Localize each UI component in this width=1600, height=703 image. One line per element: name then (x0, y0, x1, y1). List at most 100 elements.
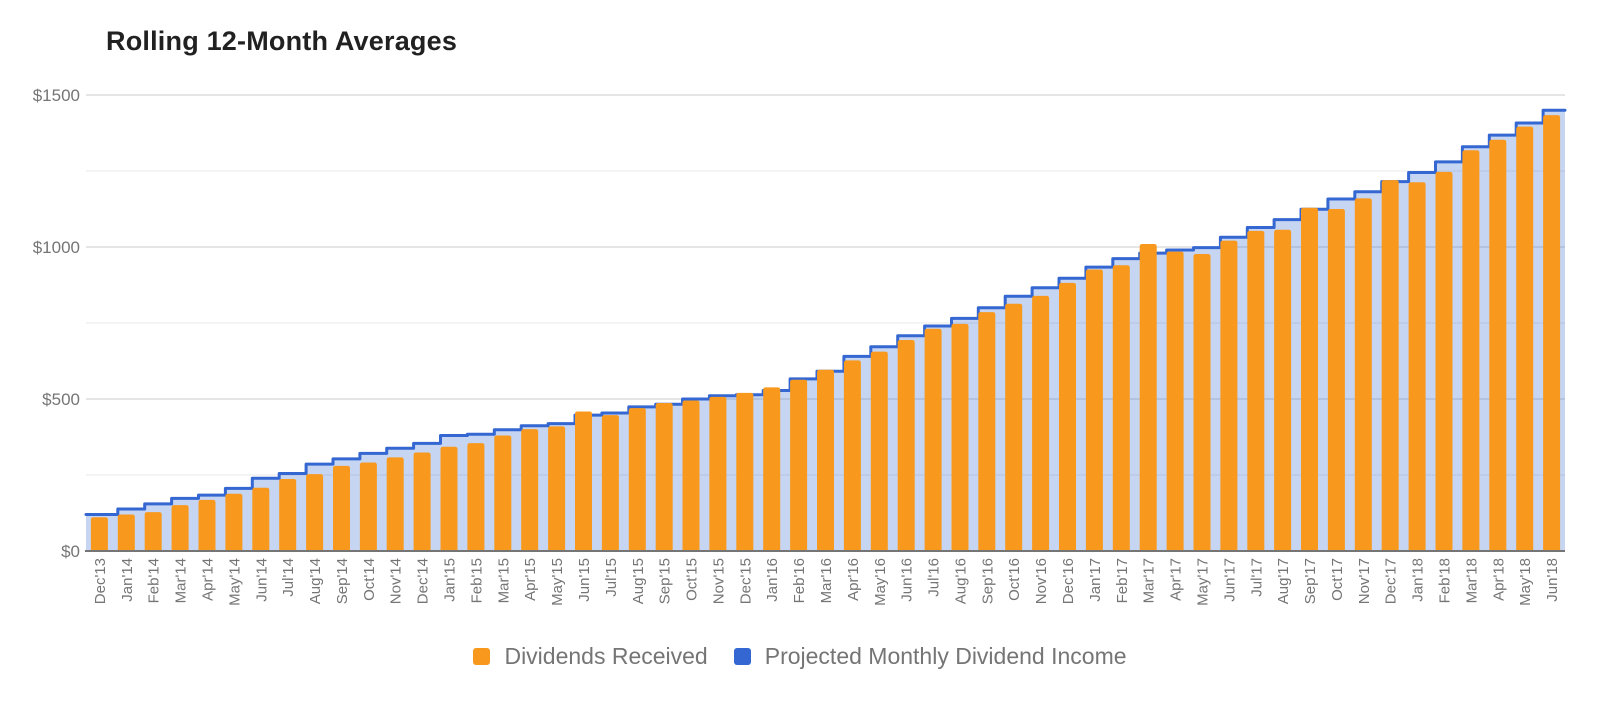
legend-item-dividends-received: Dividends Received (473, 642, 708, 670)
x-tick-label: Jan'15 (442, 558, 459, 602)
bar[interactable] (1327, 209, 1345, 551)
bar[interactable] (333, 465, 350, 551)
bar[interactable] (90, 517, 108, 551)
x-tick-label: Dec'15 (737, 558, 754, 604)
bar[interactable] (628, 408, 646, 551)
bar[interactable] (1489, 139, 1507, 551)
bar[interactable] (1462, 150, 1480, 552)
x-tick-label: Feb'15 (468, 558, 485, 603)
bar[interactable] (1220, 240, 1238, 551)
x-tick-label: Jan'14 (119, 558, 136, 602)
bar[interactable] (306, 474, 324, 551)
x-tick-label: Nov'15 (710, 558, 727, 604)
bar[interactable] (548, 426, 566, 551)
bar[interactable] (951, 323, 969, 551)
bar[interactable] (117, 514, 135, 552)
x-tick-label: Jul'14 (280, 558, 297, 597)
y-tick-label: $1000 (33, 238, 80, 257)
bar[interactable] (817, 369, 834, 551)
bar[interactable] (1112, 265, 1130, 551)
bar[interactable] (252, 487, 270, 551)
x-tick-label: Nov'14 (388, 558, 405, 604)
bar[interactable] (1435, 171, 1453, 551)
bar[interactable] (682, 400, 700, 552)
bar[interactable] (386, 457, 404, 551)
bar[interactable] (601, 415, 619, 551)
bar[interactable] (870, 351, 888, 551)
bar[interactable] (1516, 126, 1534, 551)
x-tick-label: Oct'17 (1329, 558, 1346, 601)
bar[interactable] (1301, 207, 1318, 552)
bar[interactable] (467, 443, 485, 551)
x-tick-label: Mar'16 (818, 558, 835, 603)
x-tick-label: Jan'18 (1410, 558, 1427, 602)
bar[interactable] (736, 392, 754, 551)
bar[interactable] (144, 512, 162, 551)
x-tick-label: May'14 (226, 558, 243, 606)
bar[interactable] (1166, 251, 1184, 551)
legend-label: Projected Monthly Dividend Income (764, 642, 1127, 669)
bar[interactable] (790, 379, 808, 551)
x-tick-label: Sep'16 (979, 558, 996, 604)
x-tick-label: Dec'17 (1383, 558, 1400, 604)
bar[interactable] (1005, 303, 1023, 551)
x-tick-label: Apr'15 (522, 558, 539, 601)
x-tick-label: Oct'16 (1006, 558, 1023, 601)
legend-swatch-icon (733, 647, 751, 665)
x-tick-label: Oct'14 (361, 558, 378, 601)
x-tick-label: Mar'15 (495, 558, 512, 603)
bar[interactable] (359, 462, 377, 552)
bar[interactable] (655, 403, 673, 551)
x-tick-label: Nov'17 (1356, 558, 1373, 604)
x-tick-label: Dec'13 (92, 558, 109, 604)
bar[interactable] (521, 429, 539, 551)
x-tick-label: Feb'17 (1114, 558, 1131, 603)
x-tick-label: Mar'14 (173, 558, 190, 603)
y-tick-label: $500 (42, 390, 80, 409)
bar[interactable] (1193, 254, 1211, 551)
legend-item-projected-monthly-dividend-income: Projected Monthly Dividend Income (733, 642, 1127, 670)
bar[interactable] (1408, 182, 1426, 551)
x-tick-label: Nov'16 (1033, 558, 1050, 604)
bar[interactable] (171, 505, 189, 551)
x-tick-label: Jul'15 (603, 558, 620, 597)
bar[interactable] (279, 479, 297, 551)
x-tick-label: May'15 (549, 558, 566, 606)
x-tick-label: Jun'14 (253, 558, 270, 602)
bar[interactable] (1354, 198, 1372, 551)
bar[interactable] (1274, 229, 1292, 551)
bar[interactable] (709, 396, 727, 551)
chart-title: Rolling 12-Month Averages (106, 26, 458, 56)
bar[interactable] (924, 328, 942, 551)
bar[interactable] (1381, 180, 1399, 551)
bar[interactable] (897, 340, 915, 551)
plot-area: $0 $500 $1000 $1500 Dec'13 Jan'14 Feb'14 Mar'14… (33, 86, 1567, 606)
bar[interactable] (440, 446, 458, 551)
bar[interactable] (198, 499, 216, 551)
bar[interactable] (1247, 230, 1265, 551)
bar[interactable] (843, 360, 861, 551)
x-tick-label: Jan'16 (764, 558, 781, 602)
bar[interactable] (1139, 244, 1157, 551)
x-tick-label: Apr'17 (1168, 558, 1185, 601)
bar[interactable] (1085, 269, 1103, 552)
bar[interactable] (413, 452, 431, 552)
bar[interactable] (978, 312, 996, 551)
y-tick-label: $1500 (33, 86, 80, 105)
x-tick-label: Apr'16 (845, 558, 862, 601)
x-tick-label: Dec'16 (1060, 558, 1077, 604)
bar[interactable] (575, 411, 592, 552)
x-tick-label: Mar'17 (1141, 558, 1158, 603)
x-tick-label: Oct'15 (684, 558, 701, 601)
legend: Dividends Received Projected Monthly Divi… (0, 641, 1600, 671)
legend-swatch-icon (473, 647, 491, 665)
bar[interactable] (225, 493, 243, 551)
legend-label: Dividends Received (504, 642, 708, 669)
bar[interactable] (1032, 295, 1050, 551)
x-tick-label: Apr'14 (200, 558, 217, 601)
bar[interactable] (763, 387, 781, 551)
bar[interactable] (1059, 282, 1076, 551)
bar[interactable] (494, 435, 512, 552)
bar[interactable] (1543, 115, 1561, 551)
